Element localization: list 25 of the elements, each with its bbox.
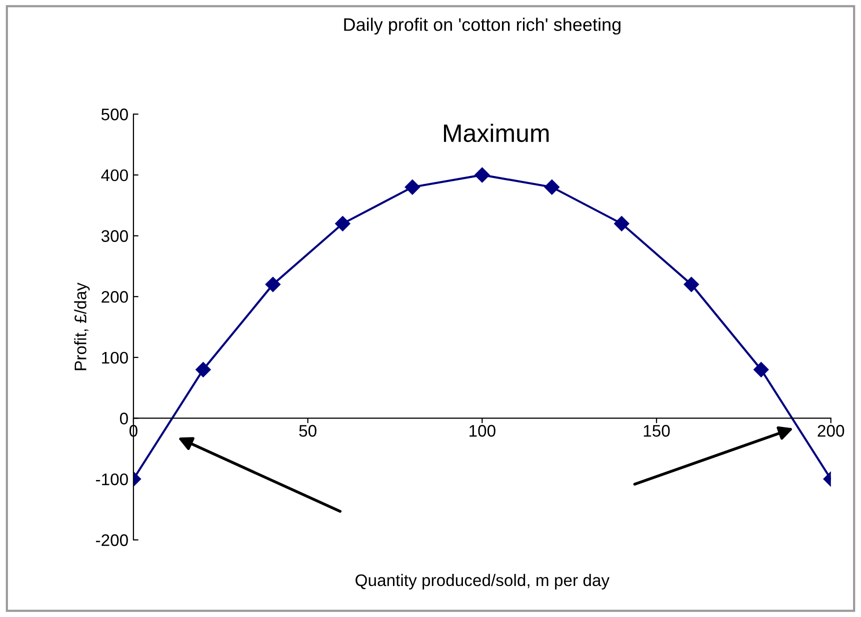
chart-title: Daily profit on 'cotton rich' sheeting bbox=[344, 18, 620, 35]
x-tick-label: 100 bbox=[470, 424, 496, 437]
y-tick-label: 0 bbox=[120, 412, 128, 424]
point bbox=[265, 276, 281, 292]
point bbox=[614, 216, 630, 232]
point bbox=[684, 276, 699, 292]
point bbox=[544, 180, 560, 195]
y-tick-label: 400 bbox=[101, 169, 128, 182]
y-axis-title: Profit, £/day bbox=[74, 282, 90, 370]
y-tick-label: -200 bbox=[96, 534, 128, 546]
point bbox=[335, 216, 350, 232]
y-tick-label: 100 bbox=[102, 352, 128, 364]
x-axis-title: Quantity produced/sold, m per day bbox=[356, 574, 610, 590]
point bbox=[404, 180, 420, 195]
x-tick-label: 150 bbox=[644, 424, 670, 437]
x-tick-label: 200 bbox=[818, 424, 844, 437]
y-tick-label: 300 bbox=[101, 230, 128, 242]
y-tick-label: 200 bbox=[102, 291, 128, 303]
y-tick-label: -100 bbox=[96, 473, 128, 486]
annotation: Maximum bbox=[444, 124, 549, 142]
x-tick-label: 50 bbox=[299, 424, 316, 437]
point bbox=[196, 362, 211, 378]
y-tick-label: 500 bbox=[101, 108, 128, 120]
point bbox=[754, 362, 769, 378]
point bbox=[474, 167, 490, 183]
